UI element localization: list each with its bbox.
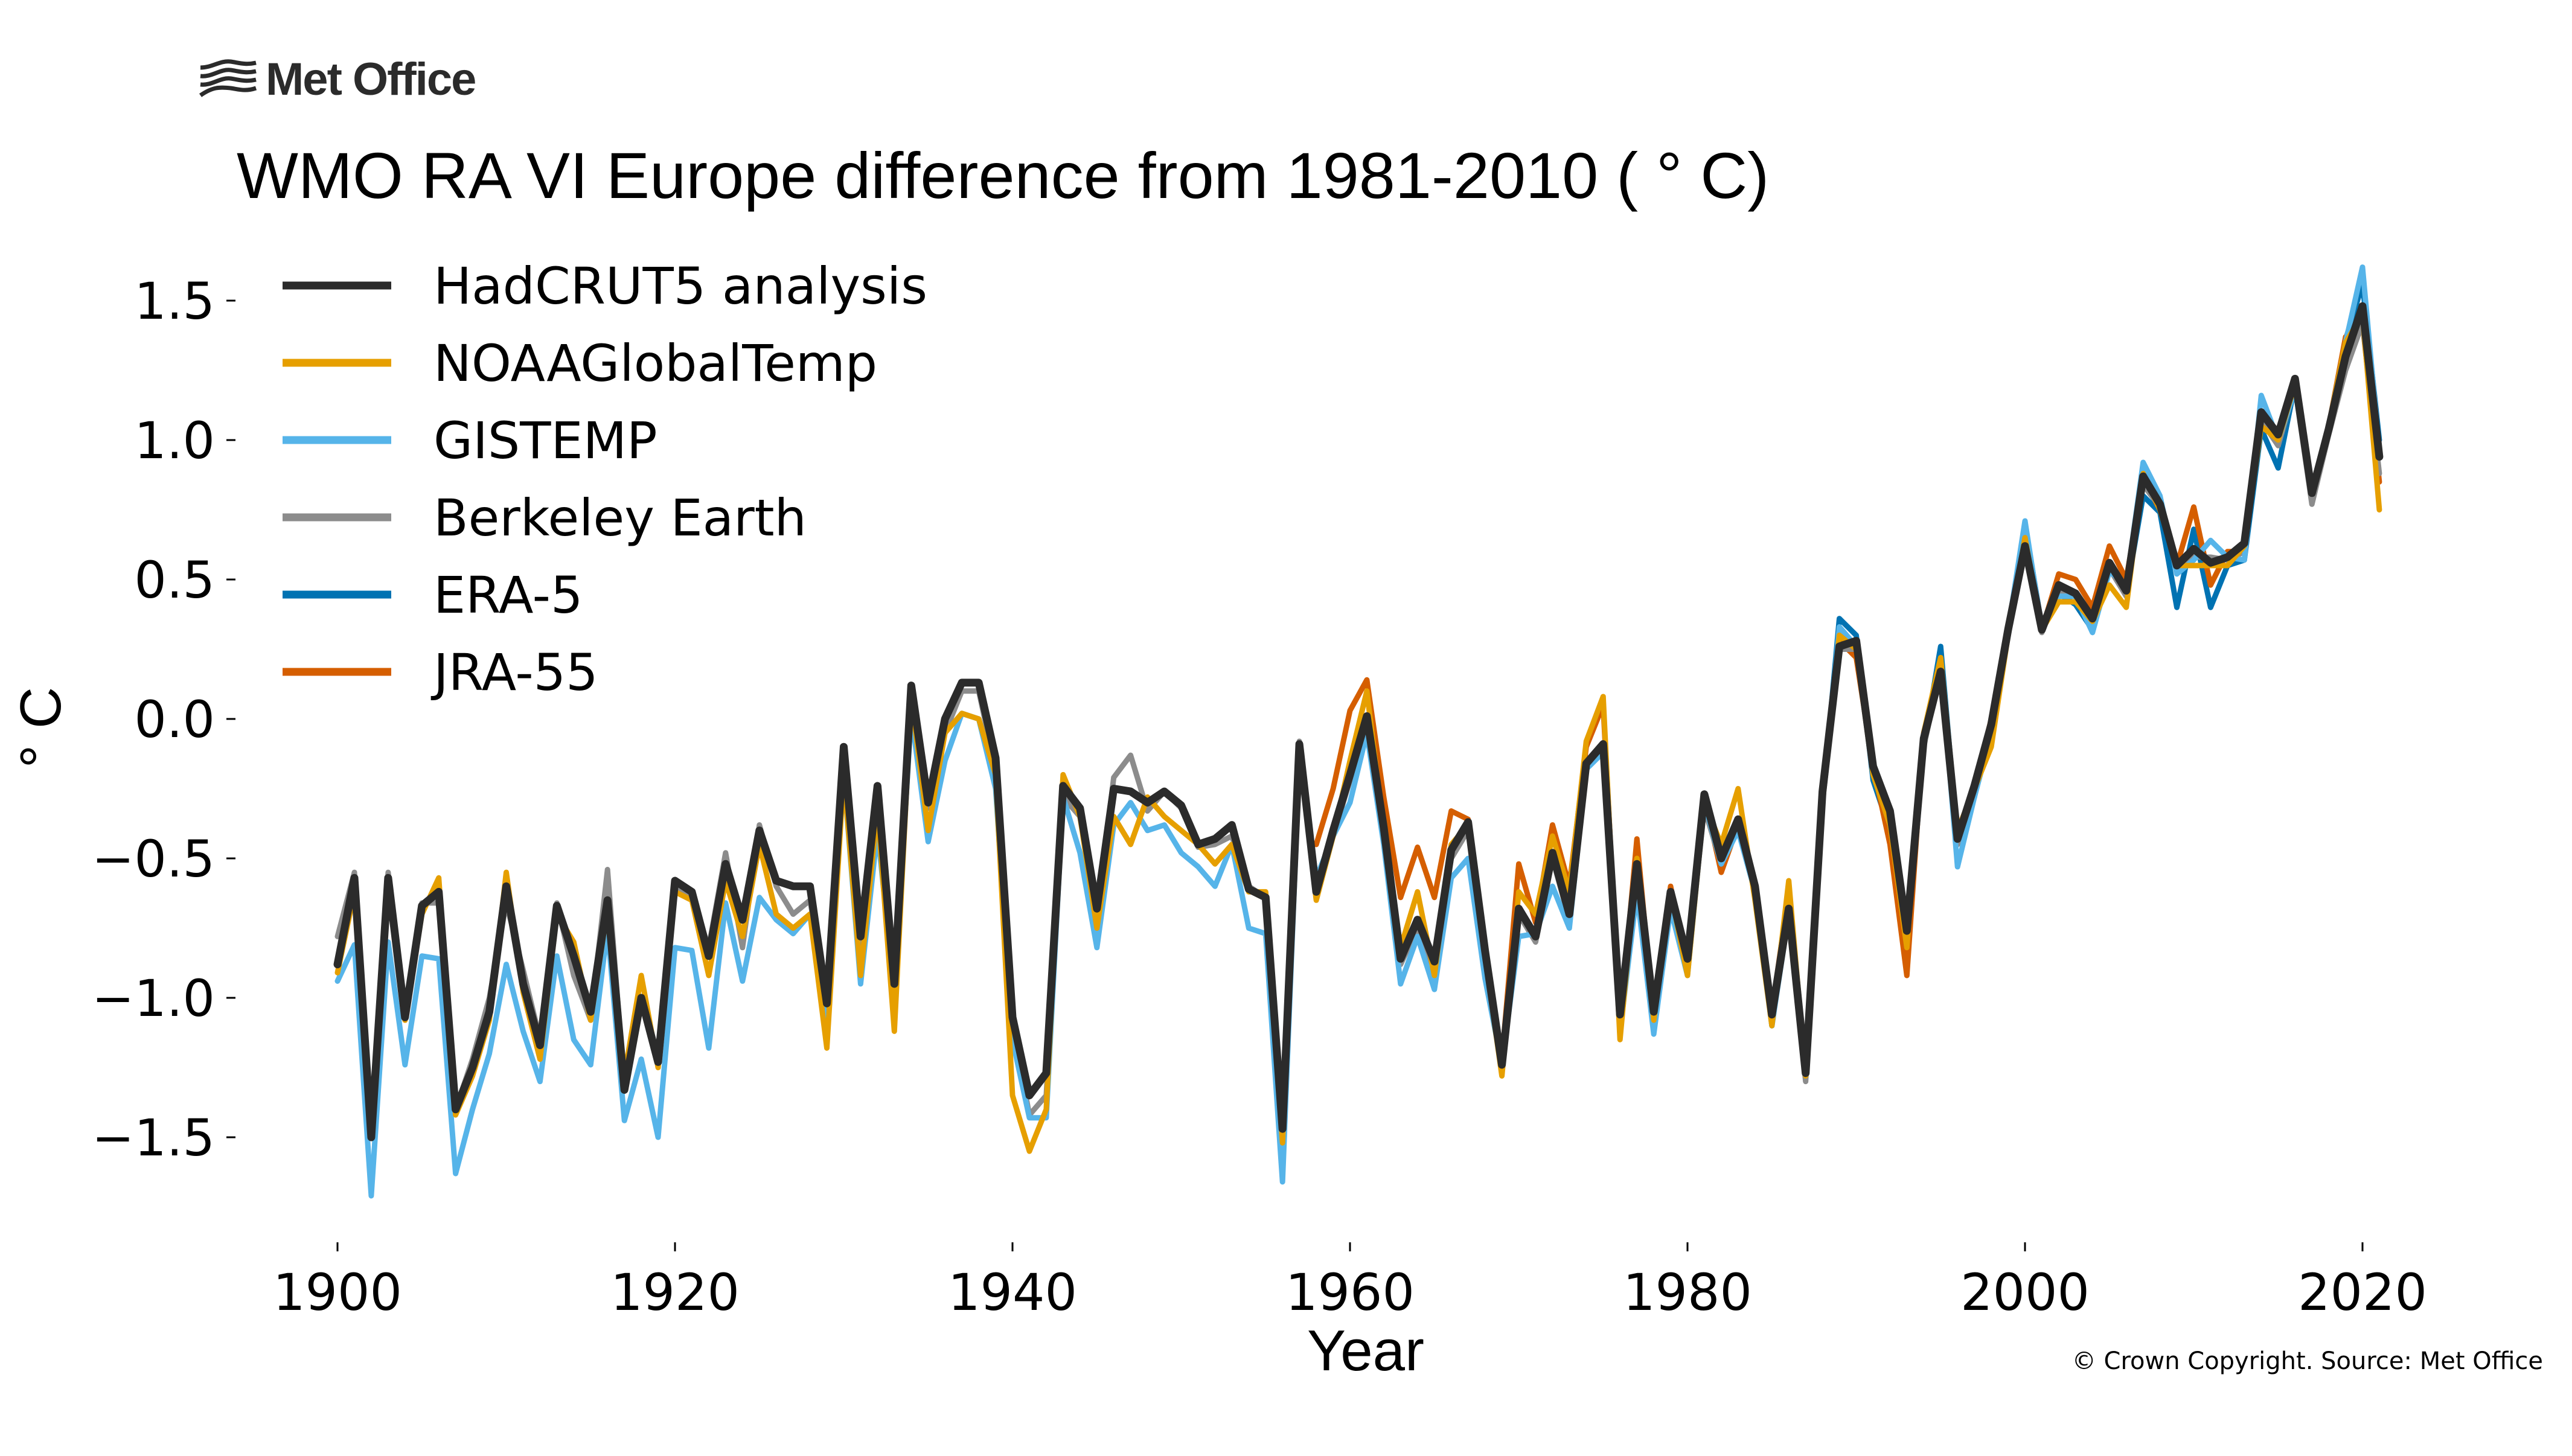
- legend-label: GISTEMP: [433, 411, 657, 470]
- legend-item-jra-55: JRA-55: [283, 643, 598, 702]
- met-office-logo: Met Office: [199, 53, 476, 106]
- chart-title: WMO RA VI Europe difference from 1981-20…: [237, 139, 1770, 212]
- series-line-era-5: [1668, 281, 2382, 1070]
- copyright-notice: © Crown Copyright. Source: Met Office: [2071, 1347, 2543, 1375]
- y-tick-label: −1.0: [92, 969, 215, 1028]
- legend: HadCRUT5 analysis NOAAGlobalTemp GISTEMP Be…: [283, 257, 927, 702]
- y-tick-label: 1.0: [134, 411, 215, 470]
- legend-label: Berkeley Earth: [433, 488, 807, 548]
- legend-label: ERA-5: [433, 566, 583, 625]
- logo-text: Met Office: [266, 54, 476, 105]
- series-lines: [333, 264, 2384, 1199]
- x-tick-label: 1940: [948, 1263, 1077, 1322]
- x-axis-label: Year: [1307, 1318, 1424, 1383]
- y-tick-label: −1.5: [92, 1108, 215, 1167]
- series-line-hadcrut5-analysis: [333, 302, 2384, 1141]
- legend-item-era-5: ERA-5: [283, 566, 583, 625]
- legend-item-gistemp: GISTEMP: [283, 411, 657, 470]
- y-axis: 1.5 1.0 0.5 0.0 −0.5 −1.0 −1.5: [92, 272, 235, 1167]
- x-tick-label: 1980: [1623, 1263, 1752, 1322]
- met-office-waves-icon: [199, 59, 257, 97]
- legend-item-noaaglobaltemp: NOAAGlobalTemp: [283, 334, 877, 393]
- series-line-jra-55: [1313, 320, 2382, 1070]
- x-tick-label: 2000: [1960, 1263, 2090, 1322]
- y-axis-label: ° C: [8, 687, 73, 768]
- x-axis: 1900 1920 1940 1960 1980 2000 2020: [273, 1242, 2427, 1322]
- y-tick-label: −0.5: [92, 829, 215, 889]
- y-tick-label: 1.5: [134, 272, 215, 331]
- legend-label: HadCRUT5 analysis: [433, 257, 927, 316]
- x-tick-label: 1900: [273, 1263, 402, 1322]
- y-tick-label: 0.5: [134, 551, 215, 610]
- legend-label: JRA-55: [430, 643, 598, 702]
- legend-label: NOAAGlobalTemp: [433, 334, 877, 393]
- x-tick-label: 2020: [2298, 1263, 2427, 1322]
- legend-item-hadcrut5-analysis: HadCRUT5 analysis: [283, 257, 927, 316]
- x-tick-label: 1960: [1285, 1263, 1415, 1322]
- x-tick-label: 1920: [610, 1263, 740, 1322]
- y-tick-label: 0.0: [134, 690, 215, 749]
- legend-item-berkeley-earth: Berkeley Earth: [283, 488, 807, 548]
